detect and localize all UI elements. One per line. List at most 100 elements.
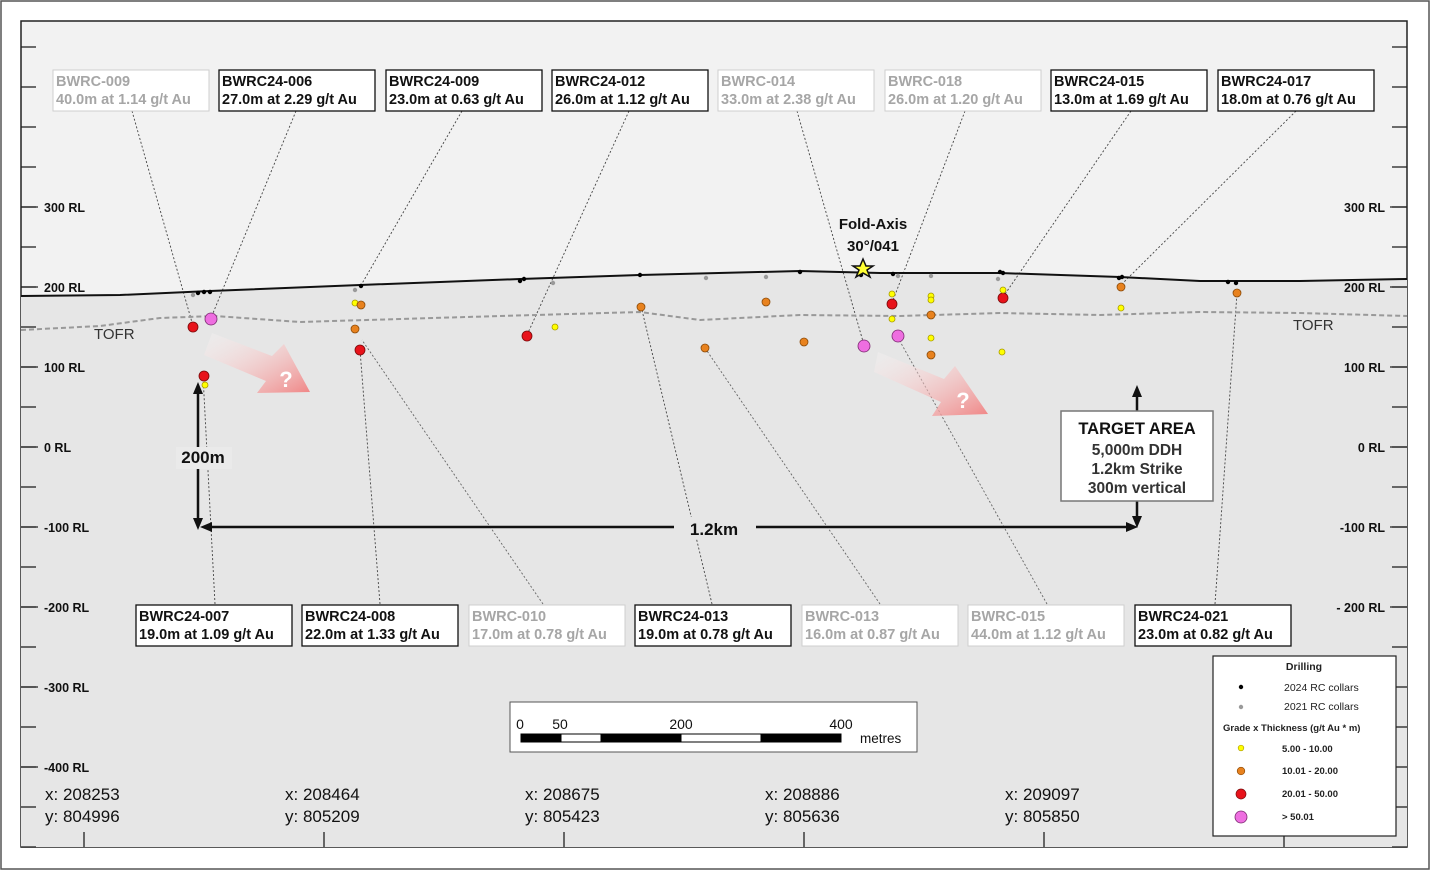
collar-2021 [995,276,1001,282]
drillhole-label-box: BWRC24-007 19.0m at 1.09 g/t Au [135,604,293,647]
question-mark-right: ? [956,388,969,413]
target-area-line3: 300m vertical [1088,480,1186,497]
collar-2021 [190,292,196,298]
drillhole-label-box: BWRC24-015 13.0m at 1.69 g/t Au [1050,69,1208,112]
legend-grade-2: 10.01 - 20.00 [1282,766,1338,777]
drillhole-label-box: BWRC-013 16.0m at 0.87 g/t Au [801,604,959,647]
grade-marker-50-plus [857,339,871,353]
drillhole-id: BWRC24-007 [139,609,229,625]
coord-x-label: x: 208675 [525,785,600,804]
drillhole-result: 33.0m at 2.38 g/t Au [721,92,856,108]
legend-grade-3: 20.01 - 50.00 [1282,789,1338,800]
collar-2024 [207,289,213,295]
legend-grade-4-marker [1234,810,1248,824]
tofr-label-right: TOFR [1293,317,1334,334]
legend-collar-2024: 2024 RC collars [1284,682,1359,694]
drillhole-label-box: BWRC24-017 18.0m at 0.76 g/t Au [1217,69,1375,112]
collar-2021 [763,274,769,280]
drillhole-id: BWRC24-006 [222,74,312,90]
leader-line [210,110,297,319]
grade-marker-10-20 [350,324,360,334]
grade-marker-10-20 [799,337,809,347]
legend-grade-2-marker [1236,766,1246,776]
coord-y-label: y: 805423 [525,807,600,826]
grade-marker-5-10 [999,286,1007,294]
drillhole-result: 19.0m at 1.09 g/t Au [139,627,274,643]
collar-2024 [1233,280,1239,286]
rl-label-right: - 200 RL [1336,601,1385,615]
grade-marker-50-plus [204,312,218,326]
collar-2024 [358,283,364,289]
grade-marker-5-10 [927,296,935,304]
drillhole-id: BWRC-018 [888,74,962,90]
drillhole-label-box: BWRC-015 44.0m at 1.12 g/t Au [967,604,1125,647]
coord-y-label: y: 804996 [45,807,120,826]
collar-2021 [703,275,709,281]
drillhole-result: 26.0m at 1.12 g/t Au [555,92,690,108]
drillhole-label-box: BWRC24-008 22.0m at 1.33 g/t Au [301,604,459,647]
scale-tick-50: 50 [552,716,568,732]
drillhole-label-box: BWRC-010 17.0m at 0.78 g/t Au [468,604,626,647]
target-area-title: TARGET AREA [1078,420,1195,438]
scale-tick-400: 400 [829,716,853,732]
drillhole-id: BWRC24-013 [638,609,728,625]
drillhole-id: BWRC-015 [971,609,1045,625]
drillhole-result: 44.0m at 1.12 g/t Au [971,627,1106,643]
drillhole-result: 13.0m at 1.69 g/t Au [1054,92,1189,108]
grade-marker-20-50 [521,330,533,342]
legend-collar-2024-marker [1238,684,1244,690]
grade-marker-5-10 [998,348,1006,356]
rl-label-right: 100 RL [1344,361,1385,375]
collar-2021 [352,287,358,293]
legend-grade-4: > 50.01 [1282,812,1315,823]
grade-marker-10-20 [1232,288,1242,298]
rl-label-left: 100 RL [44,361,85,375]
drillhole-id: BWRC-013 [805,609,879,625]
legend-grade-3-marker [1235,788,1247,800]
collar-2024 [797,269,803,275]
coord-x-label: x: 208253 [45,785,120,804]
rl-label-right: 0 RL [1358,441,1385,455]
legend-collar-2021: 2021 RC collars [1284,701,1359,713]
drillhole-result: 18.0m at 0.76 g/t Au [1221,92,1356,108]
horizontal-dimension-arrow [200,522,1138,532]
drillhole-id: BWRC24-009 [389,74,479,90]
drillhole-result: 23.0m at 0.63 g/t Au [389,92,524,108]
grade-marker-20-50 [886,298,898,310]
collar-2024 [521,276,527,282]
drillhole-result: 40.0m at 1.14 g/t Au [56,92,191,108]
question-mark-left: ? [279,367,292,392]
collar-2024 [517,278,523,284]
grade-marker-10-20 [700,343,710,353]
fold-axis-title: Fold-Axis [839,216,907,233]
fold-axis-orientation: 30°/041 [847,238,899,255]
rl-label-right: 300 RL [1344,201,1385,215]
collar-2024 [890,271,896,277]
leader-line [361,339,544,605]
collar-2024 [1225,279,1231,285]
collar-2021 [550,280,556,286]
drillhole-labels: BWRC-009 40.0m at 1.14 g/t Au BWRC24-006 27… [52,69,1375,647]
drillhole-label-box: BWRC24-009 23.0m at 0.63 g/t Au [385,69,543,112]
drill-points [187,269,1242,389]
grade-marker-20-50 [997,292,1009,304]
leader-lines [131,110,1297,605]
grade-marker-5-10 [551,323,559,331]
drillhole-label-box: BWRC-009 40.0m at 1.14 g/t Au [52,69,210,112]
coord-y-label: y: 805636 [765,807,840,826]
rl-label-left: -200 RL [44,601,90,615]
drillhole-result: 26.0m at 1.20 g/t Au [888,92,1023,108]
collar-2021 [895,273,901,279]
grade-marker-10-20 [926,350,936,360]
coord-x-label: x: 208464 [285,785,360,804]
drillhole-id: BWRC-009 [56,74,130,90]
grade-marker-5-10 [888,290,896,298]
grade-marker-10-20 [1116,282,1126,292]
leader-line [896,335,1048,605]
scale-tick-200: 200 [669,716,693,732]
legend-grade-title: Grade x Thickness (g/t Au * m) [1223,723,1360,734]
drillhole-label-box: BWRC24-006 27.0m at 2.29 g/t Au [218,69,376,112]
grade-marker-5-10 [888,315,896,323]
horizontal-dimension-label: 1.2km [690,520,738,539]
